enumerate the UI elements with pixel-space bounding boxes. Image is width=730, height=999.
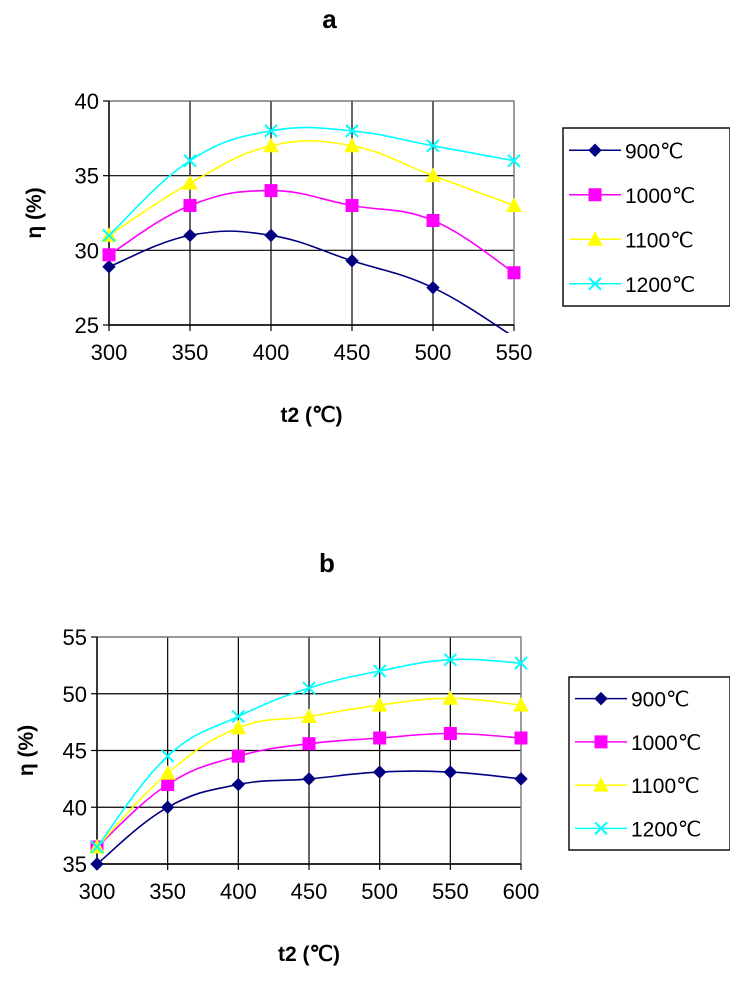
- x-tick-label: 500: [361, 879, 398, 904]
- chart-a: a 25 30 35 40 300 350 400 450 500 550 t2 (℃) η (%) 90…: [23, 4, 730, 427]
- data-point: [515, 732, 527, 744]
- y-tick-label: 40: [75, 89, 99, 114]
- data-point: [232, 779, 244, 791]
- data-point: [427, 282, 439, 294]
- series-diamond: [103, 229, 514, 337]
- data-point: [162, 801, 174, 813]
- legend-label: 900℃: [631, 689, 690, 712]
- legend-label: 1000℃: [625, 185, 695, 208]
- x-tick-label: 300: [79, 879, 116, 904]
- data-point: [303, 738, 315, 750]
- y-tick-label: 55: [63, 625, 87, 650]
- legend-label: 1100℃: [631, 775, 700, 798]
- data-point: [444, 727, 456, 739]
- legend-label: 1000℃: [631, 732, 701, 755]
- legend: 900℃ 1000℃ 1100℃ 1200℃: [563, 128, 730, 306]
- data-point: [507, 199, 521, 212]
- legend: 900℃ 1000℃ 1100℃ 1200℃: [569, 677, 730, 850]
- series-line: [109, 231, 514, 337]
- data-point: [103, 261, 115, 273]
- x-tick-label: 550: [432, 879, 469, 904]
- data-point: [184, 229, 196, 241]
- data-point: [265, 185, 277, 197]
- y-axis-label: η (%): [15, 725, 38, 776]
- data-point: [508, 267, 520, 279]
- data-point: [103, 249, 115, 261]
- legend-label: 900℃: [625, 140, 684, 163]
- chart-b: b 35 40 45 50 55 300 350 400 450 500 550 600 t2 (℃) η …: [15, 548, 730, 966]
- data-point: [346, 255, 358, 267]
- x-axis-label: t2 (℃): [278, 943, 340, 966]
- legend-label: 1200℃: [631, 818, 701, 841]
- y-tick-label: 25: [75, 313, 99, 338]
- grid: [97, 637, 521, 864]
- chart-title: b: [319, 548, 335, 578]
- y-axis-label: η (%): [23, 187, 46, 238]
- x-tick-label: 450: [291, 879, 328, 904]
- legend-label: 1200℃: [625, 274, 695, 297]
- data-point: [183, 176, 197, 189]
- x-tick-label: 600: [503, 879, 540, 904]
- data-point: [515, 773, 527, 785]
- data-point: [427, 214, 439, 226]
- x-tick-label: 550: [496, 340, 533, 365]
- x-tick-label: 400: [253, 340, 290, 365]
- y-tick-label: 45: [63, 739, 87, 764]
- x-tick-label: 450: [334, 340, 371, 365]
- series-line: [109, 127, 514, 235]
- legend-label: 1100℃: [625, 229, 694, 252]
- y-tick-label: 40: [63, 795, 87, 820]
- x-tick-label: 400: [220, 879, 257, 904]
- x-tick-label: 350: [172, 340, 209, 365]
- data-point: [346, 200, 358, 212]
- data-point: [374, 732, 386, 744]
- grid: [109, 101, 514, 325]
- data-point: [232, 750, 244, 762]
- data-point: [303, 773, 315, 785]
- x-axis-label: t2 (℃): [280, 404, 342, 427]
- y-tick-label: 35: [63, 852, 87, 877]
- series-triangle: [102, 139, 521, 242]
- series-square: [103, 185, 520, 279]
- data-point: [374, 766, 386, 778]
- x-tick-label: 350: [149, 879, 186, 904]
- data-point: [265, 229, 277, 241]
- legend-marker: [595, 736, 607, 748]
- plot-area: [109, 101, 514, 325]
- series-x: [103, 125, 520, 242]
- data-point: [184, 200, 196, 212]
- series-line: [109, 141, 514, 236]
- y-tick-label: 30: [75, 238, 99, 263]
- x-tick-label: 300: [91, 340, 128, 365]
- data-point: [162, 779, 174, 791]
- x-tick-label: 500: [415, 340, 452, 365]
- chart-title: a: [322, 4, 337, 34]
- legend-marker: [589, 189, 601, 201]
- y-tick-label: 35: [75, 164, 99, 189]
- data-point: [444, 766, 456, 778]
- y-tick-label: 50: [63, 682, 87, 707]
- series-line: [109, 191, 514, 273]
